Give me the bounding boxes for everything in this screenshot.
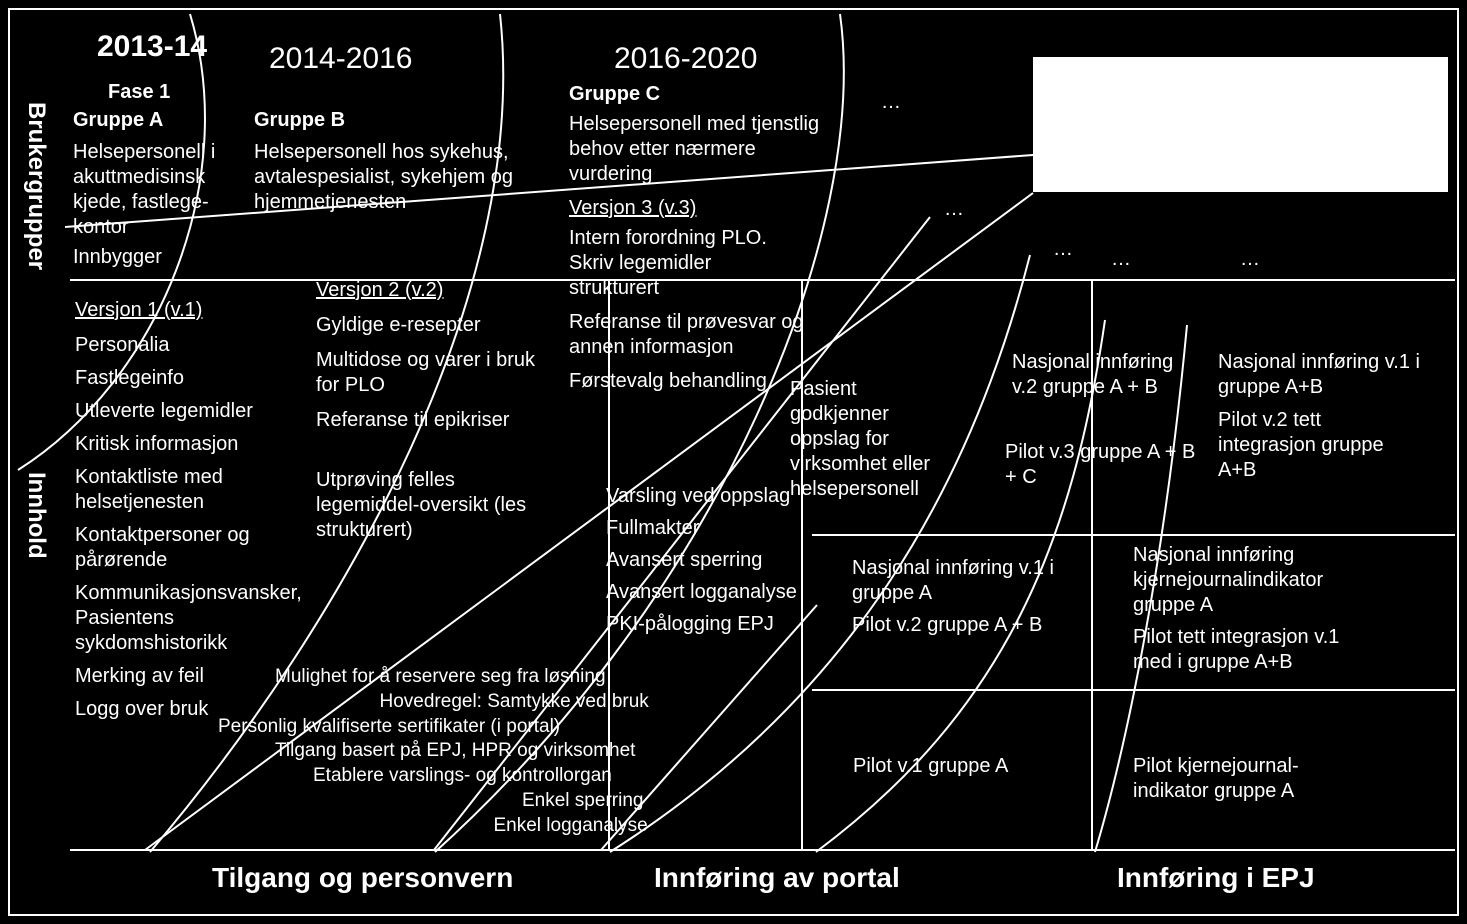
gruppe-a-innbygger: Innbygger: [73, 245, 162, 270]
header-period-2: 2014-2016: [269, 40, 412, 78]
c2-r2b: Pilot v.2 gruppe A + B: [852, 613, 1077, 638]
footer-innforing-epj: Innføring i EPJ: [1117, 860, 1315, 895]
gruppe-a: Gruppe A: [73, 108, 163, 133]
c2-r1: Pilot v.1 gruppe A: [853, 754, 1008, 779]
gruppe-c: Gruppe C: [569, 82, 660, 107]
ver3-title: Versjon 3 (v.3): [569, 196, 696, 221]
ver1-list-item: Utleverte legemidler: [75, 399, 290, 424]
bottom-stack-item: Enkel sperring: [522, 789, 643, 813]
bottom-stack-item: Tilgang basert på EPJ, HPR og virksomhet: [275, 739, 635, 763]
mid-list-item: Varsling ved oppslag: [606, 484, 816, 509]
ver2-list-item: Referanse til epikriser: [316, 408, 551, 433]
footer-tilgang: Tilgang og personvern: [212, 860, 513, 895]
dots-1: …: [881, 90, 901, 115]
ver1-list-item: Kontaktliste med helsetjenesten: [75, 465, 290, 515]
c3-r3a: Nasjonal innføring v.1 i gruppe A+B: [1218, 350, 1433, 400]
row-label-innhold: Innhold: [22, 472, 50, 559]
bottom-stack-item: Hovedregel: Samtykke ved bruk: [380, 690, 649, 714]
bottom-stack-item: Mulighet for å reservere seg fra løsning: [275, 665, 606, 689]
ver1-list-item: Fastlegeinfo: [75, 366, 290, 391]
ver1-title: Versjon 1 (v.1): [75, 298, 202, 323]
bottom-stack-item: Etablere varslings- og kontrollorgan: [313, 764, 612, 788]
bottom-stack-item: Enkel logganalyse: [494, 814, 648, 838]
ver2-list-item: Gyldige e-resepter: [316, 313, 551, 338]
gruppe-b: Gruppe B: [254, 108, 345, 133]
mid-list-item: Avansert logganalyse: [606, 580, 816, 605]
bottom-stack-item: Personlig kvalifiserte sertifikater (i p…: [218, 715, 560, 739]
footer-innforing-portal: Innføring av portal: [654, 860, 900, 895]
ver3-list-item: Intern forordning PLO. Skriv legemidler …: [569, 226, 804, 301]
ver1-list-item: Kritisk informasjon: [75, 432, 290, 457]
header-period-3: 2016-2020: [614, 40, 757, 78]
ver1-list-item: Kontaktpersoner og pårørende: [75, 523, 290, 573]
ver1-list-item: Personalia: [75, 333, 290, 358]
mid-list-item: Avansert sperring: [606, 548, 816, 573]
ver1-list-item: Merking av feil: [75, 664, 290, 689]
row-label-brukergrupper: Brukergrupper: [22, 102, 50, 270]
gruppe-c-desc: Helsepersonell med tjenstlig behov etter…: [569, 112, 829, 187]
pasient-godkjenner: Pasient godkjenner oppslag for virksomhe…: [790, 377, 955, 502]
ver3-list-item: Førstevalg behandling: [569, 369, 804, 394]
ver2-list-item: Multidose og varer i bruk for PLO: [316, 348, 551, 398]
c3-r2b: Pilot tett integrasjon v.1 med i gruppe …: [1133, 625, 1358, 675]
c2-r2a: Nasjonal innføring v.1 i gruppe A: [852, 556, 1067, 606]
dots-5: …: [1240, 247, 1260, 272]
nasjonal-white-box: [1033, 57, 1448, 192]
fase-1: Fase 1: [108, 80, 170, 105]
ver2-list-item: Utprøving felles legemiddel-oversikt (le…: [316, 468, 551, 543]
ver2-title: Versjon 2 (v.2): [316, 278, 443, 303]
ver1-list-item: Kommunikasjonsvansker, Pasientens sykdom…: [75, 581, 290, 656]
header-period-1: 2013-14: [97, 28, 207, 66]
dots-2: …: [944, 197, 964, 222]
c3-r3b: Pilot v.2 tett integrasjon gruppe A+B: [1218, 408, 1418, 483]
mid-list-item: PKI-pålogging EPJ: [606, 612, 816, 637]
ver3-list-item: Referanse til prøvesvar og annen informa…: [569, 310, 804, 360]
c2-r3b: Pilot v.3 gruppe A + B + C: [1005, 440, 1205, 490]
diagram-canvas: 2013-14 2014-2016 2016-2020 Brukergruppe…: [0, 0, 1467, 924]
c3-r2a: Nasjonal innføring kjernejournalindikato…: [1133, 543, 1348, 618]
gruppe-a-desc: Helsepersonell i akuttmedisinsk kjede, f…: [73, 140, 243, 240]
gruppe-b-desc: Helsepersonell hos sykehus, avtalespesia…: [254, 140, 534, 215]
mid-list-item: Fullmakter: [606, 516, 816, 541]
dots-4: …: [1111, 247, 1131, 272]
c2-r3a: Nasjonal innføring v.2 gruppe A + B: [1012, 350, 1202, 400]
dots-3: …: [1053, 237, 1073, 262]
c3-r1: Pilot kjernejournal-indikator gruppe A: [1133, 754, 1333, 804]
